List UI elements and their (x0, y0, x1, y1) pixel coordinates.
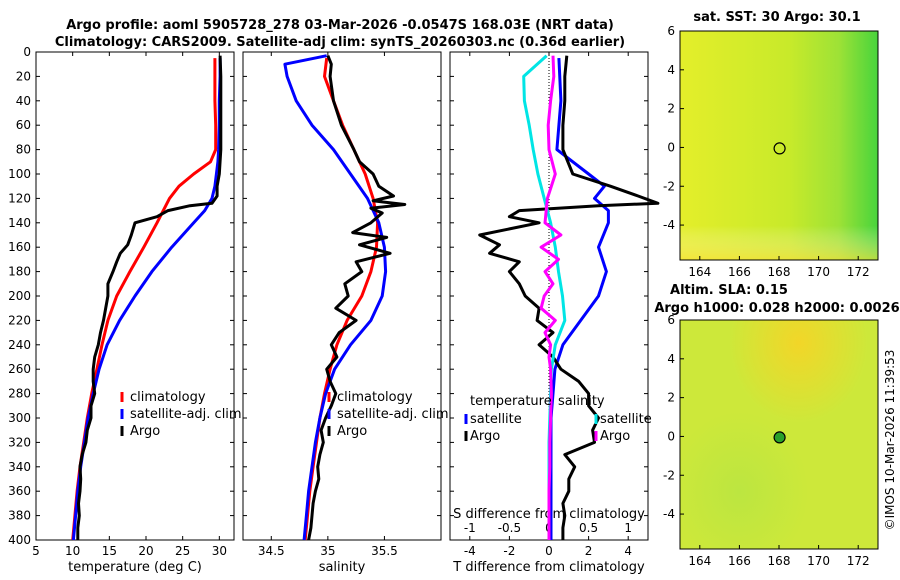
y-tick-label: 340 (8, 460, 31, 474)
map-y-tick-label: 2 (667, 391, 675, 405)
legend-title-temperature: temperature (470, 394, 552, 409)
x-tick-label: 5 (32, 544, 40, 558)
map-y-tick-label: 6 (667, 313, 675, 327)
temperature-xlabel: temperature (deg C) (68, 560, 202, 575)
legend-label: Argo (600, 429, 630, 444)
y-tick-label: 380 (8, 509, 31, 523)
y-tick-label: 0 (23, 45, 31, 59)
y-tick-label: 240 (8, 338, 31, 352)
sst-map: 164 166 168 170 172 6 4 2 0 -2 -4 (663, 24, 879, 279)
temperature-panel: 0 20 40 60 80 100 120 140 160 180 200 220 240 260 280 3… (8, 45, 242, 575)
y-tick-label: 280 (8, 387, 31, 401)
map-y-tick-label: 2 (667, 102, 675, 116)
map-x-tick-label: 166 (728, 265, 751, 279)
legend-label: satellite (600, 412, 652, 427)
y-tick-label: 100 (8, 167, 31, 181)
x-tick-label: 20 (138, 544, 153, 558)
x-tick-label: 25 (175, 544, 190, 558)
legend-label: Argo (470, 429, 500, 444)
sst-map-field-shade (680, 31, 878, 260)
map-x-tick-label: 172 (847, 554, 870, 568)
y-tick-label: 320 (8, 435, 31, 449)
top-x-tick-label: -0.5 (498, 521, 521, 535)
map-x-tick-label: 172 (847, 265, 870, 279)
series-argo (307, 55, 407, 541)
top-x-tick-label: 0.5 (579, 521, 598, 535)
salinity-xlabel: salinity (319, 560, 366, 575)
map-x-tick-label: 170 (807, 265, 830, 279)
x-tick-label: 4 (624, 544, 632, 558)
legend-label: climatology (130, 390, 206, 405)
x-tick-label: 2 (585, 544, 593, 558)
x-tick-label: 35.5 (371, 544, 398, 558)
map-x-tick-label: 164 (688, 265, 711, 279)
top-x-tick-label: -1 (464, 521, 476, 535)
y-tick-label: 160 (8, 240, 31, 254)
map-y-tick-label: 4 (667, 352, 675, 366)
y-tick-label: 180 (8, 265, 31, 279)
y-tick-label: 260 (8, 362, 31, 376)
y-tick-label: 80 (16, 143, 31, 157)
series-satellite-adj.-clim (283, 54, 388, 541)
y-tick-label: 360 (8, 484, 31, 498)
y-tick-label: 300 (8, 411, 31, 425)
legend-label: satellite (470, 412, 522, 427)
x-tick-label: 30 (212, 544, 227, 558)
legend-title-salinity: salinity (558, 394, 605, 409)
sst-map-title: sat. SST: 30 Argo: 30.1 (693, 10, 860, 25)
y-tick-label: 40 (16, 94, 31, 108)
x-tick-label: 34.5 (258, 544, 285, 558)
figure-title-line2: Climatology: CARS2009. Satellite-adj cli… (55, 35, 625, 50)
y-tick-label: 140 (8, 216, 31, 230)
series-s-argo (539, 55, 563, 540)
sla-map: 164 166 168 170 172 6 4 2 0 -2 -4 (663, 313, 879, 568)
legend-label: satellite-adj. clim (337, 407, 449, 422)
map-y-tick-label: -2 (663, 179, 675, 193)
copyright-timestamp: ©IMOS 10-Mar-2026 11:39:53 (883, 350, 897, 531)
legend-label: satellite-adj. clim (130, 407, 242, 422)
x-tick-label: -2 (503, 544, 515, 558)
map-x-tick-label: 170 (807, 554, 830, 568)
map-x-tick-label: 168 (768, 554, 791, 568)
map-y-tick-label: -4 (663, 218, 675, 232)
legend-label: Argo (130, 424, 160, 439)
map-y-tick-label: 0 (667, 140, 675, 154)
map-x-tick-label: 166 (728, 554, 751, 568)
x-tick-label: 35 (320, 544, 335, 558)
legend-label: Argo (337, 424, 367, 439)
y-tick-label: 400 (8, 533, 31, 547)
legend-label: climatology (337, 390, 413, 405)
y-tick-label: 60 (16, 118, 31, 132)
x-tick-label: 15 (102, 544, 117, 558)
argo-position-marker (773, 142, 786, 155)
difference-xlabel: T difference from climatology (452, 560, 645, 575)
series-argo (76, 55, 223, 540)
sla-map-subtitle: Argo h1000: 0.028 h2000: 0.0026 (654, 301, 899, 316)
top-x-tick-label: 1 (624, 521, 632, 535)
map-x-tick-label: 164 (688, 554, 711, 568)
x-tick-label: -4 (464, 544, 476, 558)
sla-map-title: Altim. SLA: 0.15 (670, 283, 788, 298)
map-y-tick-label: 6 (667, 24, 675, 38)
salinity-panel: 34.5 35 35.5 salinity climatology satellite-a… (242, 51, 449, 575)
map-x-tick-label: 168 (768, 265, 791, 279)
series-t-argo (478, 55, 660, 540)
y-tick-label: 220 (8, 313, 31, 327)
y-tick-label: 200 (8, 289, 31, 303)
x-tick-label: 10 (65, 544, 80, 558)
map-y-tick-label: -2 (663, 468, 675, 482)
map-y-tick-label: 4 (667, 63, 675, 77)
difference-panel: -4 -2 0 2 4 T difference from climatology -1 -0… (449, 51, 660, 575)
salinity-axes-frame (242, 51, 442, 541)
figure-title-line1: Argo profile: aoml 5905728_278 03-Mar-20… (66, 18, 614, 33)
map-y-tick-label: -4 (663, 507, 675, 521)
x-tick-label: 0 (545, 544, 553, 558)
map-y-tick-label: 0 (667, 429, 675, 443)
argo-position-marker (773, 431, 786, 444)
y-tick-label: 20 (16, 69, 31, 83)
y-tick-label: 120 (8, 191, 31, 205)
